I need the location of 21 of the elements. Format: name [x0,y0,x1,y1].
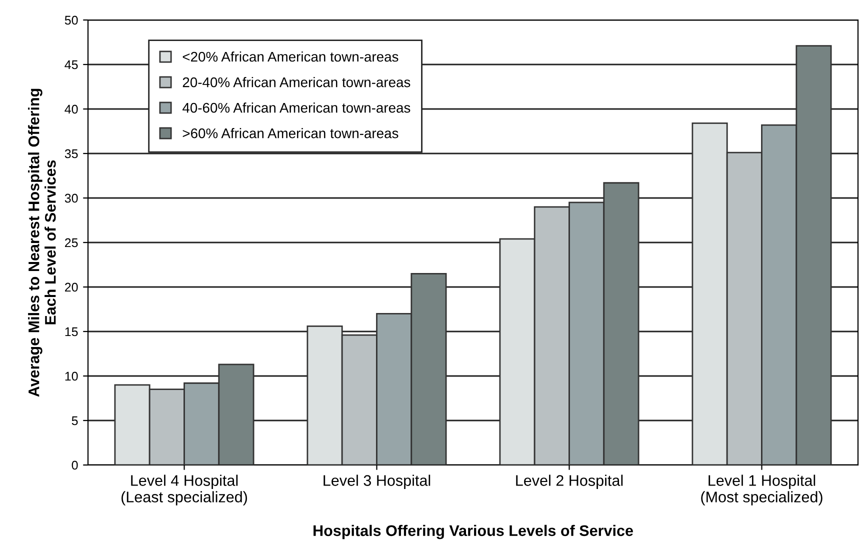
x-tick-label: Level 2 Hospital [516,474,623,489]
x-tick-label: Level 3 Hospital [324,474,430,489]
y-tick-label: 20 [65,282,78,292]
y-tick-label: 25 [65,238,78,248]
legend-label: >60% African American town-areas [182,128,398,138]
legend-label: 40-60% African American town-areas [182,102,410,113]
y-tick-label: 10 [65,372,78,381]
y-tick-label: 50 [64,16,78,25]
legend-label: <20% African American town-areas [182,51,398,62]
x-tick-label: Level 1 Hospital (Most specialized) [701,474,822,506]
y-tick-label: 0 [72,460,78,470]
y-tick-label: 45 [64,60,78,70]
y-tick-label: 40 [64,104,78,114]
y-axis-title: Average Miles to Nearest Hospital Offering Each Level of Services [28,88,56,397]
y-tick-label: 30 [64,194,78,203]
y-tick-label: 5 [72,416,78,426]
legend-label: 20-40% African American town-areas [182,77,410,88]
x-axis-title: Hospitals Offering Various Levels of Service [314,524,633,540]
y-tick-label: 15 [65,327,78,336]
x-tick-label: Level 4 Hospital (Least specialized) [122,474,247,506]
y-tick-label: 35 [64,149,78,158]
